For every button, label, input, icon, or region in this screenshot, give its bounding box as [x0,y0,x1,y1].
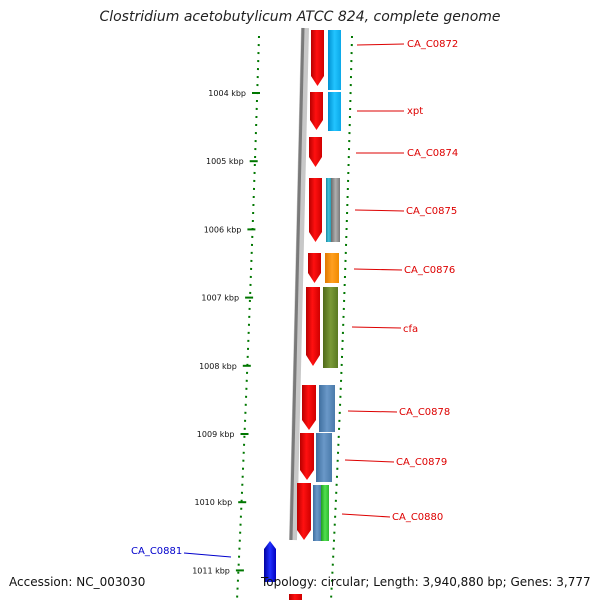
gene-label-ca-c0876[interactable]: CA_C0876 [404,265,455,276]
scale-tick-label: 1007 kbp [201,294,239,303]
callout-line-cfa [351,326,402,329]
gene-label-cfa[interactable]: cfa [403,324,418,335]
genome-stats: Topology: circular; Length: 3,940,880 bp… [261,575,591,589]
gene-ca-c0881-reverse[interactable] [264,541,276,582]
callout-line-ca-c0879 [344,459,395,463]
gene-label-ca-c0875[interactable]: CA_C0875 [406,206,457,217]
cog-bar-ca-c0879 [316,433,332,482]
accession-info: Accession: NC_003030 [9,575,146,589]
scale-tick-label: 1011 kbp [192,566,230,575]
gene-label-ca-c0881[interactable]: CA_C0881 [131,546,182,557]
callout-line-ca-c0881 [183,552,232,558]
cog-bar-ca-c0875-a [326,178,331,242]
cog-bar-ca-c0878 [319,385,335,432]
gene-label-ca-c0874[interactable]: CA_C0874 [407,148,458,159]
cog-bar-ca-c0880-a [313,485,321,541]
gene-ca-c0880-forward[interactable] [297,483,311,540]
gene-xpt-forward[interactable] [310,92,323,130]
gene-ca-c0874-forward[interactable] [309,137,322,167]
genome-backbone-shadow [289,27,309,541]
scale-tick-label: 1008 kbp [199,362,237,371]
gene-ca-c0878-forward[interactable] [302,385,316,430]
scale-ticks: 1004 kbp 1005 kbp 1006 kbp 1007 kbp 1008 kbp… [192,89,260,575]
callout-line-ca-c0878 [347,410,398,413]
scale-ruler [236,35,260,600]
gene-label-ca-c0872[interactable]: CA_C0872 [407,39,458,50]
callout-line-ca-c0880 [341,513,391,518]
callout-line-ca-c0876 [353,268,403,271]
gene-labels: CA_C0872 xpt CA_C0874 CA_C0875 CA_C0876 … [131,39,458,557]
map-title: Clostridium acetobutylicum ATCC 824, com… [99,9,501,25]
gene-partial-bottom[interactable] [289,594,302,600]
cog-bar-ca-c0876 [325,253,339,283]
forward-strand-genes [289,30,324,600]
scale-tick-label: 1009 kbp [197,430,235,439]
gene-ca-c0879-forward[interactable] [300,433,314,480]
callout-lines [183,43,405,558]
gene-label-xpt[interactable]: xpt [407,106,423,117]
gene-ca-c0876-forward[interactable] [308,253,321,283]
gene-label-ca-c0878[interactable]: CA_C0878 [399,407,450,418]
function-category-bars [313,30,341,541]
cog-bar-xpt [328,92,341,131]
gene-label-ca-c0880[interactable]: CA_C0880 [392,512,443,523]
outer-dotted-ring [330,35,353,600]
callout-line-ca-c0875 [354,209,405,212]
scale-tick-label: 1010 kbp [194,498,232,507]
gene-ca-c0872-forward[interactable] [311,30,324,86]
scale-tick-label: 1005 kbp [206,157,244,166]
cog-bar-ca-c0875-b [331,178,340,242]
gene-label-ca-c0879[interactable]: CA_C0879 [396,457,447,468]
gene-ca-c0875-forward[interactable] [309,178,322,242]
cog-bar-ca-c0880-b [321,485,329,541]
gene-cfa-forward[interactable] [306,287,320,366]
callout-line-ca-c0872 [356,43,405,46]
scale-tick-label: 1006 kbp [204,225,242,234]
scale-tick-label: 1004 kbp [208,89,246,98]
genome-backbone [289,27,305,541]
cog-bar-ca-c0872 [328,30,341,90]
cog-bar-cfa [323,287,338,368]
